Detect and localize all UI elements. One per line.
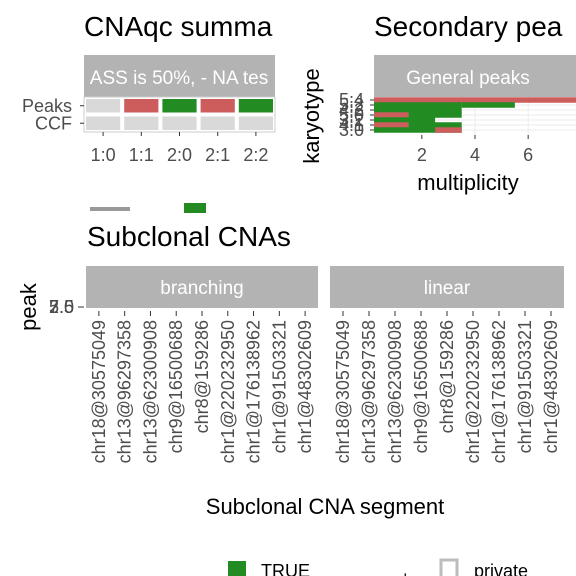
subclonal-x-title: Subclonal CNA segment: [206, 494, 444, 519]
subclonal-x-ticks: chr18@30575049 chr13@96297358 chr13@623009…: [89, 311, 561, 463]
secondary-y-title: karyotype: [299, 68, 324, 163]
secondary-peaks-panel: Secondary pea General peaks 2 4 6 5:45:24:…: [299, 11, 576, 195]
subclonal-x-tick-label-linear: chr1@176138962: [489, 320, 509, 463]
cnaqc-x-tick-label: 2:2: [243, 145, 268, 165]
cnaqc-legend-text-fragment: [90, 207, 130, 211]
secondary-x-title: multiplicity: [417, 170, 518, 195]
legend-label-private: private: [474, 561, 528, 576]
cnaqc-x-tick-label: 2:0: [167, 145, 192, 165]
secondary-strip: [374, 55, 576, 97]
secondary-y-tick-label: 5:4: [339, 90, 364, 110]
secondary-bar-3-0: [435, 127, 462, 133]
subclonal-strip-linear: [330, 266, 564, 308]
secondary-strip-label: General peaks: [406, 68, 530, 89]
secondary-y-ticks: 5:45:24:25:03:24:13:0: [339, 90, 374, 140]
secondary-y-tick-label: 4:1: [339, 115, 364, 135]
legend-key-private: [439, 558, 459, 576]
cnaqc-y-tick-label: CCF: [35, 113, 72, 133]
cnaqc-summary-panel: CNAqc summa ASS is 50%, - NA tes 1:0 1:1 2…: [22, 11, 276, 165]
subclonal-facet-branching: branching: [160, 278, 243, 299]
cnaqc-x-ticks: 1:0 1:1 2:0 2:1 2:2: [91, 132, 268, 165]
secondary-bar-5-0: [408, 112, 462, 118]
subclonal-x-tick-label-linear: chr13@96297358: [359, 320, 379, 463]
cnaqc-cell-ccf-2-1: [200, 116, 235, 130]
bottom-legend: TRUE + private: [228, 558, 528, 576]
subclonal-x-tick-label-linear: chr1@91503321: [515, 320, 535, 453]
cnaqc-cell-ccf-1-1: [124, 116, 159, 130]
subclonal-x-tick-label-branching: chr1@176138962: [244, 320, 264, 463]
cnaqc-cell-ccf-2-0: [162, 116, 197, 130]
secondary-bar-5-4: [374, 97, 576, 103]
secondary-bar-4-1: [374, 122, 409, 128]
cnaqc-cell-peaks-1-1: [124, 99, 159, 113]
secondary-title: Secondary pea: [374, 11, 563, 42]
secondary-bar-3-0: [374, 127, 462, 133]
cnaqc-cell-peaks-2-2: [238, 99, 273, 113]
secondary-y-tick-label: 4:2: [339, 100, 364, 120]
subclonal-x-tick-label-branching: chr1@48302609: [295, 320, 315, 453]
subclonal-x-tick-label-linear: chr1@48302609: [541, 320, 561, 453]
secondary-bar-5-0: [374, 112, 409, 118]
cnaqc-title: CNAqc summa: [84, 11, 273, 42]
secondary-bar-5-2: [461, 102, 515, 108]
subclonal-x-tick-label-branching: chr1@220232950: [218, 320, 238, 463]
cnaqc-x-tick-label: 2:1: [205, 145, 230, 165]
subclonal-title: Subclonal CNAs: [87, 221, 291, 252]
cnaqc-cells: [86, 99, 273, 130]
subclonal-x-tick-label-branching: chr1@91503321: [269, 320, 289, 453]
subclonal-x-tick-label-branching: chr13@62300908: [140, 320, 160, 463]
subclonal-x-tick-label-branching: chr18@30575049: [89, 320, 109, 463]
secondary-bar-4-2: [374, 107, 462, 113]
cnaqc-cell-ccf-1-0: [86, 116, 121, 130]
cnaqc-legend-key-fragment: [184, 203, 206, 213]
cnaqc-cell-ccf-2-2: [238, 116, 273, 130]
subclonal-x-tick-label-linear: chr18@30575049: [333, 320, 353, 463]
cnaqc-cell-peaks-2-0: [162, 99, 197, 113]
secondary-bar-3-2: [374, 117, 436, 123]
subclonal-y-ticks: 2.55.07.5: [49, 297, 84, 317]
subclonal-strip-branching: [86, 266, 318, 308]
subclonal-y-title: peak: [16, 282, 41, 331]
subclonal-x-tick-label-linear: chr8@159286: [437, 320, 457, 433]
legend-key-true: [228, 561, 246, 576]
legend-label-plus: +: [400, 568, 411, 576]
subclonal-panel: Subclonal CNAs branching linear 2.55.07.…: [16, 221, 564, 519]
secondary-y-tick-label: 5:0: [339, 105, 364, 125]
cnaqc-strip-label: ASS is 50%, - NA tes: [90, 68, 268, 89]
secondary-x-tick-label: 4: [470, 145, 480, 165]
cnaqc-cell-peaks-2-1: [200, 99, 235, 113]
cnaqc-x-tick-label: 1:0: [91, 145, 116, 165]
secondary-bar-5-2: [374, 102, 462, 108]
secondary-y-tick-label: 5:2: [339, 95, 364, 115]
secondary-y-tick-label: 3:0: [339, 120, 364, 140]
secondary-x-ticks: 2 4 6: [417, 135, 533, 165]
subclonal-x-tick-label-branching: chr13@96297358: [115, 320, 135, 463]
subclonal-x-tick-label-branching: chr9@16500688: [166, 320, 186, 453]
subclonal-y-tick-label: 7.5: [49, 297, 74, 317]
cnaqc-cell-peaks-1-0: [86, 99, 121, 113]
subclonal-x-tick-label-linear: chr13@62300908: [385, 320, 405, 463]
secondary-x-tick-label: 6: [523, 145, 533, 165]
subclonal-x-tick-label-linear: chr1@220232950: [463, 320, 483, 463]
subclonal-y-tick-label: 5.0: [49, 297, 74, 317]
secondary-x-tick-label: 2: [417, 145, 427, 165]
subclonal-x-tick-label-linear: chr9@16500688: [411, 320, 431, 453]
secondary-y-tick-label: 3:2: [339, 110, 364, 130]
cnaqc-y-tick-label: Peaks: [22, 96, 72, 116]
subclonal-y-tick-label: 2.5: [49, 297, 74, 317]
cnaqc-strip: [84, 55, 275, 97]
legend-label-true: TRUE: [261, 561, 310, 576]
cnaqc-legend-fragment: [90, 203, 206, 213]
cnaqc-x-tick-label: 1:1: [129, 145, 154, 165]
subclonal-facet-linear: linear: [424, 278, 471, 299]
subclonal-x-tick-label-branching: chr8@159286: [192, 320, 212, 433]
secondary-bars: [374, 97, 576, 133]
secondary-bar-4-1: [408, 122, 462, 128]
